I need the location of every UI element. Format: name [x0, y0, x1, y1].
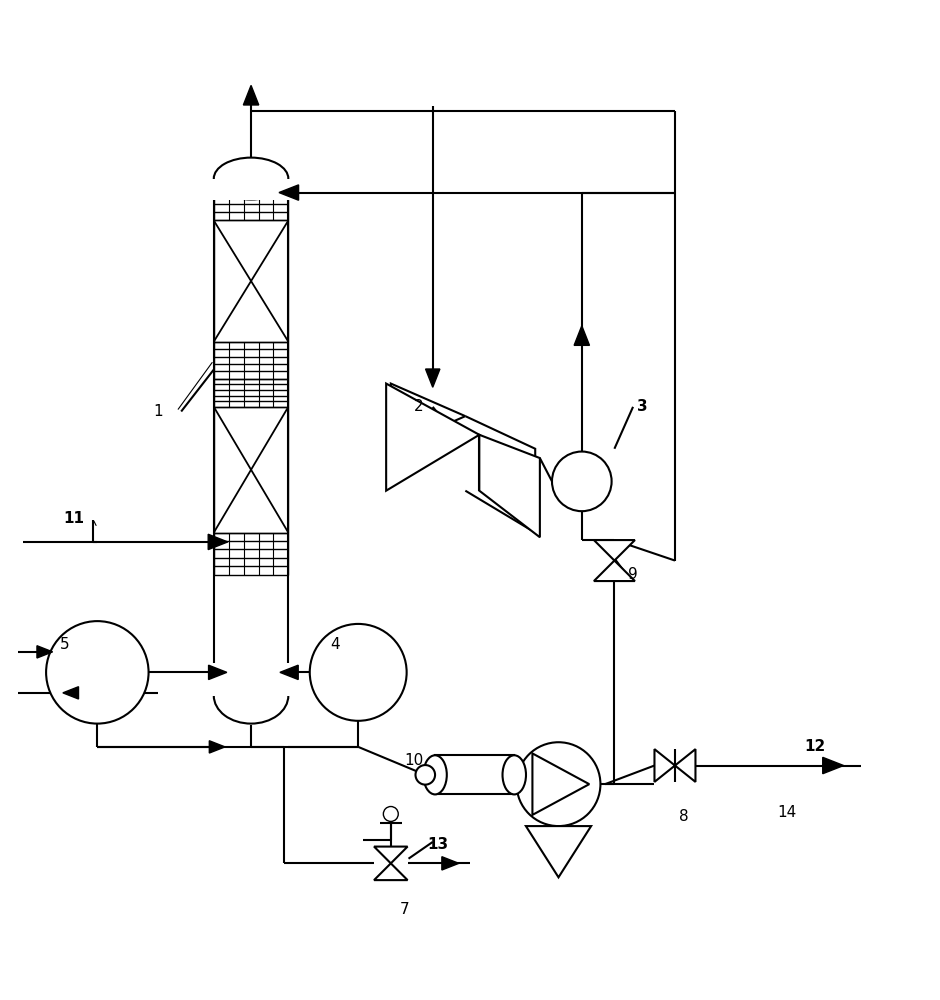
Circle shape — [552, 452, 612, 511]
Polygon shape — [465, 416, 535, 533]
Polygon shape — [243, 85, 258, 105]
Ellipse shape — [415, 765, 435, 785]
Polygon shape — [654, 749, 675, 782]
Text: 3: 3 — [637, 399, 648, 414]
Text: 13: 13 — [427, 837, 448, 852]
Ellipse shape — [213, 668, 289, 724]
Polygon shape — [280, 665, 298, 680]
Polygon shape — [525, 826, 591, 877]
Polygon shape — [37, 646, 53, 658]
Text: 6: 6 — [535, 758, 545, 773]
Polygon shape — [442, 857, 459, 870]
Polygon shape — [386, 384, 479, 491]
Text: 5: 5 — [60, 637, 70, 652]
Polygon shape — [532, 753, 589, 815]
Circle shape — [517, 742, 601, 826]
Ellipse shape — [213, 158, 289, 200]
Polygon shape — [822, 757, 843, 774]
Polygon shape — [63, 687, 79, 699]
Polygon shape — [594, 540, 635, 561]
Bar — [209, 663, 293, 696]
Bar — [435, 755, 514, 794]
Polygon shape — [675, 749, 696, 782]
Text: 7: 7 — [400, 902, 410, 917]
Ellipse shape — [503, 755, 526, 794]
Polygon shape — [208, 534, 227, 550]
Text: 14: 14 — [777, 805, 796, 820]
Text: 4: 4 — [330, 637, 339, 652]
Text: 12: 12 — [804, 739, 825, 754]
Circle shape — [310, 624, 407, 721]
Text: 2: 2 — [414, 399, 424, 414]
Text: 9: 9 — [628, 567, 638, 582]
Polygon shape — [479, 435, 540, 537]
Text: 1: 1 — [153, 404, 163, 419]
Polygon shape — [374, 863, 408, 880]
Ellipse shape — [423, 755, 446, 794]
Bar — [209, 179, 293, 200]
Polygon shape — [279, 185, 299, 200]
Text: 10: 10 — [404, 753, 424, 768]
Text: 8: 8 — [680, 809, 689, 824]
Polygon shape — [209, 665, 227, 680]
Polygon shape — [574, 326, 589, 345]
Polygon shape — [210, 741, 225, 753]
Polygon shape — [426, 369, 440, 387]
Polygon shape — [391, 384, 465, 449]
Circle shape — [46, 621, 149, 724]
Polygon shape — [374, 847, 408, 863]
Polygon shape — [594, 561, 635, 581]
Text: 11: 11 — [64, 511, 85, 526]
Circle shape — [384, 807, 399, 821]
